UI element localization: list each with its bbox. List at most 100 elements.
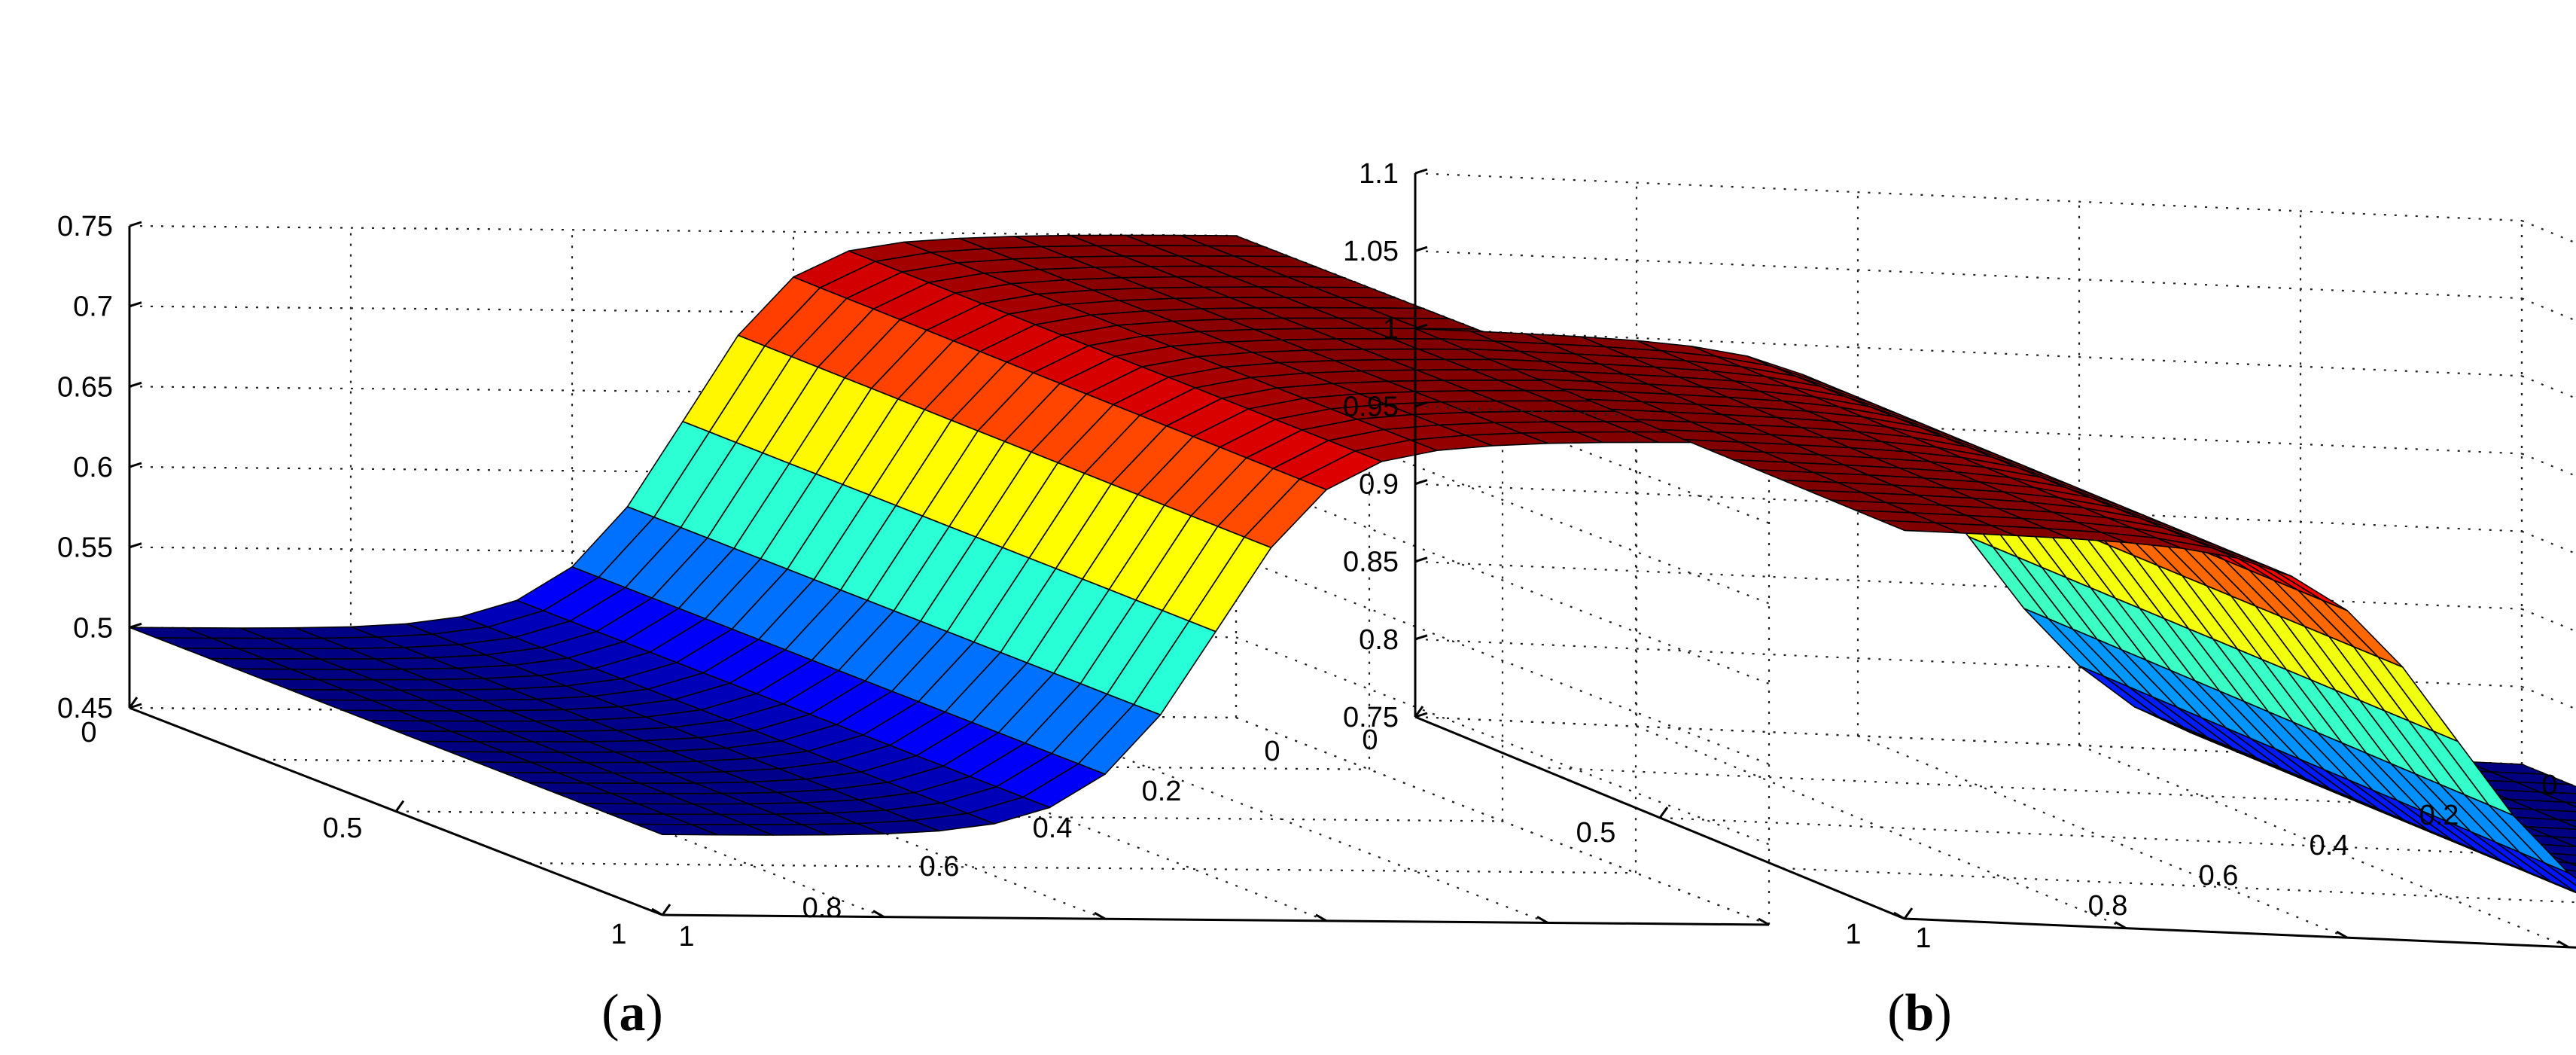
z-tick-mark — [1414, 245, 1428, 252]
caption-b-letter: b — [1905, 984, 1935, 1042]
x-tick-mark — [1658, 806, 1669, 819]
y-tick-label: 0 — [2541, 770, 2557, 801]
z-tick-label: 0.55 — [57, 532, 113, 564]
gridline-z — [2521, 375, 2576, 400]
z-tick-label: 0.75 — [57, 211, 113, 242]
gridline-y-floor — [1636, 725, 2127, 929]
z-tick-mark — [129, 462, 142, 468]
y-tick-mark — [2336, 930, 2348, 939]
gridline-z — [1235, 556, 1770, 765]
z-tick-label: 0.9 — [1359, 469, 1399, 501]
y-tick-mark — [872, 910, 885, 918]
y-axis-line — [1904, 917, 2576, 949]
y-tick-label: 1 — [1915, 922, 1931, 954]
gridline-z — [1235, 636, 1770, 846]
x-tick-label: 1 — [611, 919, 626, 950]
tick-label-layer: 0.45 0.5 0.55 0.6 0.65 0.7 0.75 0 0.5 1 0 0.2 0.4 0.6… — [57, 211, 1280, 953]
z-tick-mark — [1414, 556, 1428, 563]
z-tick-label: 0.5 — [73, 612, 113, 644]
gridline-z — [2521, 297, 2576, 322]
gridline-z — [129, 224, 1237, 237]
z-tick-mark — [129, 301, 142, 308]
gridline-y-floor — [1857, 735, 2348, 939]
surface-layer — [1414, 328, 2576, 894]
z-tick-mark — [1414, 401, 1428, 407]
gridline-z — [1414, 560, 2523, 610]
z-tick-label: 0.75 — [1343, 702, 1399, 733]
caption-a-letter: a — [620, 984, 646, 1042]
surface-layer — [129, 234, 1770, 836]
y-tick-label: 0.6 — [920, 851, 960, 883]
gridline-z — [2521, 453, 2576, 477]
x-tick-mark — [394, 800, 405, 813]
tick-label-layer: 0.75 0.8 0.85 0.9 0.95 1 1.05 1.1 0 0.5 1 0 0.2 0.4 0.… — [1343, 158, 2558, 954]
z-tick-mark — [129, 703, 142, 709]
caption-a-close: ) — [646, 984, 663, 1042]
gridline-z — [2521, 219, 2576, 244]
y-axis-line — [662, 913, 1770, 926]
caption-b-open: ( — [1887, 984, 1905, 1042]
gridline-z — [1235, 475, 1770, 685]
x-tick-label: 0 — [1362, 724, 1378, 756]
surface-plot-b: 0.75 0.8 0.85 0.9 0.95 1 1.05 1.1 0 0.5 1 0 0.2 0.4 0.… — [1343, 158, 2576, 954]
caption-a: (a) — [601, 984, 663, 1042]
z-tick-label: 0.6 — [73, 452, 113, 483]
y-tick-mark — [1536, 916, 1548, 924]
z-tick-label: 0.95 — [1343, 391, 1399, 422]
z-tick-mark — [1414, 479, 1428, 486]
caption-b: (b) — [1887, 984, 1952, 1042]
z-tick-mark — [1414, 634, 1428, 641]
gridline-z — [1414, 250, 2523, 300]
x-tick-label: 0.5 — [323, 813, 363, 844]
x-tick-mark — [128, 697, 139, 709]
z-tick-label: 0.45 — [57, 693, 113, 724]
gridline-y-floor — [1235, 716, 1770, 926]
gridline-y-floor — [2078, 744, 2569, 948]
caption-a-open: ( — [601, 984, 619, 1042]
z-tick-mark — [129, 542, 142, 549]
x-tick-mark — [1903, 907, 1914, 919]
y-tick-label: 0 — [1264, 736, 1280, 767]
y-tick-mark — [2557, 940, 2569, 949]
gridline-x-floor — [528, 862, 1637, 874]
z-tick-label: 0.85 — [1343, 547, 1399, 578]
y-tick-label: 0.2 — [1142, 776, 1182, 807]
z-tick-label: 0.65 — [57, 371, 113, 403]
z-tick-label: 0.8 — [1359, 624, 1399, 656]
y-tick-mark — [651, 907, 663, 916]
surface-plot-a: 0.450.50.550.60.650.70.7500.5100.20.40.6… — [57, 211, 1771, 953]
y-tick-mark — [2115, 921, 2127, 929]
surface-facet — [635, 823, 719, 836]
z-tick-mark — [1414, 323, 1428, 330]
y-tick-mark — [1758, 917, 1770, 926]
z-tick-label: 1.1 — [1359, 158, 1399, 190]
caption-b-close: ) — [1934, 984, 1951, 1042]
gridline-z — [2521, 530, 2576, 555]
surface-facet — [1879, 520, 1961, 534]
x-tick-label: 1 — [1845, 919, 1861, 950]
y-tick-mark — [1893, 911, 1905, 920]
y-tick-mark — [1094, 911, 1106, 920]
y-tick-label: 0.4 — [2310, 830, 2349, 861]
y-tick-label: 1 — [678, 921, 694, 953]
x-tick-mark — [661, 904, 671, 916]
z-tick-mark — [1414, 168, 1428, 175]
z-tick-mark — [1414, 712, 1428, 718]
z-tick-mark — [129, 381, 142, 388]
gridline-x-floor — [1782, 867, 2576, 904]
y-tick-label: 0.8 — [802, 892, 842, 924]
z-tick-label: 0.7 — [73, 291, 113, 323]
axis-layer — [1414, 168, 2576, 949]
z-tick-label: 1 — [1383, 313, 1399, 345]
x-tick-label: 0 — [81, 717, 96, 749]
y-tick-label: 0.2 — [2419, 800, 2459, 831]
y-tick-label: 0.6 — [2199, 860, 2239, 892]
y-tick-mark — [1315, 913, 1327, 922]
z-tick-mark — [129, 221, 142, 227]
y-tick-label: 0.4 — [1033, 813, 1073, 844]
y-tick-label: 0.8 — [2088, 890, 2128, 922]
z-tick-label: 1.05 — [1343, 236, 1399, 267]
x-tick-label: 0.5 — [1576, 817, 1616, 849]
gridline-z — [1414, 172, 2523, 222]
